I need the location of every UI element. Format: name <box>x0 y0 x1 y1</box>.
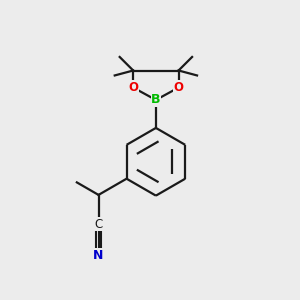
Text: B: B <box>151 93 160 106</box>
Text: N: N <box>93 249 104 262</box>
Text: O: O <box>174 81 184 94</box>
Text: C: C <box>94 218 103 231</box>
Text: O: O <box>128 81 138 94</box>
